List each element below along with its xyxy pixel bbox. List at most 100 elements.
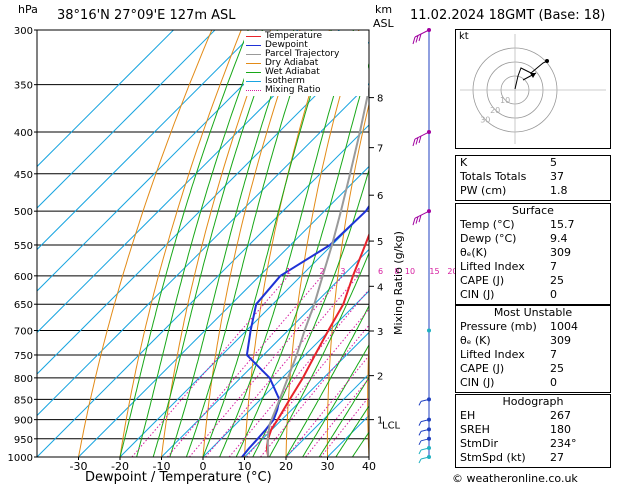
most-unstable-table: Most Unstable Pressure (mb) 1004 θₑ (K) 309… (455, 305, 611, 393)
wind-barb-icon (418, 455, 431, 464)
dry-adiabat-line (243, 30, 331, 457)
temperature-tick-label: 30 (321, 460, 335, 473)
legend-label: Wet Adiabat (265, 67, 320, 77)
hodograph-endpoint (545, 59, 549, 63)
most-unstable-row: Lifted Index 7 (456, 348, 610, 362)
height-tick-label: 1 (377, 416, 383, 427)
pressure-tick-label: 900 (14, 416, 33, 427)
wet-adiabat-line (169, 30, 295, 457)
wet-adiabat-line (318, 376, 369, 457)
copyright-label: © weatheronline.co.uk (452, 472, 578, 485)
index-label: Totals Totals (460, 170, 527, 183)
hodograph-trace (514, 60, 548, 90)
wet-adiabat-line (202, 30, 332, 457)
index-label: PW (cm) (460, 184, 507, 197)
most-unstable-label: CAPE (J) (460, 362, 505, 375)
wet-adiabat-line (268, 251, 369, 457)
surface-value: 309 (550, 246, 571, 259)
surface-row: Lifted Index 7 (456, 260, 610, 274)
asl-unit-label: ASL (373, 17, 394, 30)
pressure-tick-label: 1000 (8, 453, 33, 464)
height-tick-label: 3 (377, 327, 383, 338)
pressure-tick-label: 600 (14, 272, 33, 283)
temperature-profile (265, 232, 369, 457)
indices-table: K 5 Totals Totals 37 PW (cm) 1.8 (455, 155, 611, 201)
pressure-tick-label: 850 (14, 395, 33, 406)
dry-adiabat-line (367, 332, 369, 457)
height-tick-label: 5 (377, 237, 383, 248)
legend-label: Mixing Ratio (265, 85, 321, 95)
pressure-tick-label: 400 (14, 128, 33, 139)
surface-title: Surface (512, 204, 554, 217)
location-label: 38°16'N 27°09'E 127m ASL (57, 8, 236, 23)
mixing-ratio-line (167, 275, 323, 457)
dry-adiabat-line (618, 6, 629, 475)
wet-adiabat-line (302, 344, 369, 457)
most-unstable-row: θₑ (K) 309 (456, 334, 610, 348)
temperature-tick-label: 10 (238, 460, 252, 473)
storm-motion-arrowhead-icon (530, 73, 536, 78)
mixing-ratio-label: 3 (340, 267, 345, 276)
surface-value: 9.4 (550, 232, 568, 245)
hodograph-stat-label: SREH (460, 423, 490, 436)
most-unstable-title: Most Unstable (493, 306, 573, 319)
isotherm-line (37, 30, 299, 292)
wet-adiabat-line (152, 30, 279, 457)
hodograph-stat-value: 27 (550, 451, 564, 464)
dry-adiabat-line (119, 30, 242, 457)
isotherm-line (244, 331, 369, 457)
height-tick-label: 6 (377, 191, 383, 202)
pressure-tick-label: 350 (14, 81, 33, 92)
hodograph-unit-label: kt (459, 31, 469, 42)
pressure-tick-label: 550 (14, 241, 33, 252)
mixing-ratio-line (131, 275, 289, 457)
isotherm-line (37, 30, 257, 251)
wet-adiabat-line (335, 404, 369, 457)
wind-barb-icon (418, 427, 431, 436)
most-unstable-value: 309 (550, 334, 571, 347)
dry-adiabat-line (77, 30, 213, 457)
legend-label: Isotherm (265, 76, 305, 86)
pressure-tick-label: 300 (14, 26, 33, 37)
wind-barb-icon (418, 446, 431, 455)
surface-table: Surface Temp (°C) 15.7 Dewp (°C) 9.4 θₑ(K) 30… (455, 203, 611, 305)
hodograph-stat-value: 180 (550, 423, 571, 436)
mixing-ratio-line (246, 308, 369, 457)
height-tick-label: 2 (377, 372, 383, 383)
hodograph-stat-row: EH 267 (456, 409, 610, 423)
mixing-ratio-label: 2 (320, 267, 325, 276)
surface-label: Lifted Index (460, 260, 525, 273)
wet-adiabat-line (119, 30, 249, 457)
x-axis-title: Dewpoint / Temperature (°C) (85, 470, 272, 485)
surface-row: CIN (J) 0 (456, 288, 610, 302)
most-unstable-row: CIN (J) 0 (456, 376, 610, 390)
hodograph-table-title: Hodograph (502, 395, 564, 408)
legend-item: Isotherm (246, 77, 366, 86)
pressure-tick-label: 650 (14, 300, 33, 311)
dry-adiabat-line (407, 6, 453, 475)
most-unstable-value: 0 (550, 376, 557, 389)
mixing-ratio-label: 8 (394, 267, 399, 276)
legend-label: Dry Adiabat (265, 58, 319, 68)
mixing-ratio-label: 10 (405, 267, 415, 276)
temperature-tick-label: -30 (70, 460, 88, 473)
index-value: 1.8 (550, 184, 568, 197)
most-unstable-row: Pressure (mb) 1004 (456, 320, 610, 334)
wind-barb-icon (418, 417, 431, 426)
hodograph-panel: kt 10 20 30 (455, 29, 611, 149)
chart-legend: Temperature Dewpoint Parcel Trajectory Dry … (244, 31, 368, 96)
isotherm-line (78, 165, 369, 457)
surface-value: 0 (550, 288, 557, 301)
pressure-tick-label: 450 (14, 170, 33, 181)
surface-label: Temp (°C) (460, 218, 515, 231)
mixing-ratio-label: 4 (356, 267, 361, 276)
isotherm-line (37, 30, 340, 334)
most-unstable-label: CIN (J) (460, 376, 495, 389)
isotherm-line (37, 30, 174, 168)
hodograph-stat-row: SREH 180 (456, 423, 610, 437)
temperature-tick-label: -20 (111, 460, 129, 473)
isotherm-line (161, 248, 369, 457)
hodograph-ring-label: 20 (490, 106, 500, 115)
